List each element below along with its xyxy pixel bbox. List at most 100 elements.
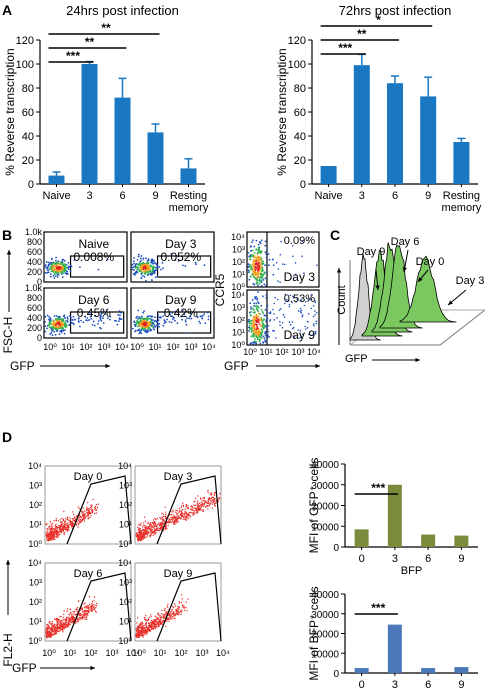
cell-dot (64, 272, 67, 274)
y-tick-label: 40000 (311, 460, 339, 471)
cell-dot (57, 625, 59, 627)
x-tick-label: 10² (166, 342, 179, 352)
gate-polygon (66, 475, 132, 545)
cell-dot (159, 522, 162, 524)
cell-dot (171, 615, 173, 617)
cell-dot (185, 519, 188, 521)
cell-dot (105, 309, 108, 311)
cell-dot (87, 516, 89, 518)
cell-dot (262, 318, 265, 321)
cell-dot (84, 510, 86, 512)
cell-dot (273, 313, 275, 315)
y-tick-label: 10⁴ (28, 558, 42, 568)
cell-dot (156, 618, 159, 621)
cell-dot (193, 510, 195, 512)
cell-dot (65, 526, 67, 529)
label-arrow-head (418, 277, 423, 282)
cell-dot (264, 340, 267, 343)
cell-dot (140, 328, 143, 330)
cell-dot (135, 628, 137, 630)
bar-1 (387, 624, 402, 673)
cell-dot (142, 262, 145, 265)
cell-dot (291, 301, 294, 304)
cell-dot (213, 504, 216, 506)
cell-dot (262, 279, 265, 281)
cell-dot (96, 506, 99, 509)
cell-dot (197, 508, 199, 510)
x-tick-label: 10⁴ (307, 347, 321, 357)
cell-dot (307, 313, 310, 315)
plot-label: Day 6 (78, 293, 110, 307)
cell-dot (256, 316, 259, 319)
cell-dot (51, 522, 54, 525)
cell-dot (255, 313, 258, 316)
cell-dot (248, 326, 250, 329)
cell-dot (197, 495, 199, 497)
cell-dot (258, 259, 260, 262)
cell-dot (281, 263, 284, 266)
cell-dot (168, 321, 171, 323)
cell-dot (63, 613, 65, 616)
cell-dot (138, 262, 141, 265)
cell-dot (49, 323, 52, 325)
y-tick-label: 60 (294, 107, 306, 119)
cell-dot (159, 614, 161, 617)
cell-dot (83, 518, 85, 521)
cell-dot (141, 269, 143, 272)
cell-dot (140, 630, 142, 632)
cell-dot (181, 309, 184, 312)
cell-dot (262, 335, 265, 338)
cell-dot (176, 520, 178, 522)
cell-dot (136, 631, 139, 633)
cell-dot (57, 520, 59, 522)
cell-dot (151, 621, 153, 623)
cell-dot (72, 518, 74, 520)
cell-dot (46, 627, 49, 629)
cell-dot (147, 267, 150, 269)
cell-dot (70, 321, 73, 324)
cell-dot (293, 279, 295, 282)
cell-dot (47, 540, 50, 542)
cell-dot (115, 320, 117, 322)
cell-dot (184, 513, 187, 515)
cell-dot (85, 509, 88, 512)
cell-dot (89, 516, 91, 519)
cell-dot (79, 266, 81, 268)
cell-dot (51, 623, 53, 625)
y-tick-label: 10³ (232, 303, 245, 313)
cell-dot (102, 317, 104, 319)
cell-dot (68, 624, 70, 626)
cell-dot (187, 512, 189, 515)
cell-dot (74, 614, 77, 616)
y-axis-label: % Reverse transcription (3, 48, 17, 175)
cell-dot (292, 326, 295, 329)
cell-dot (86, 607, 89, 609)
cell-dot (300, 335, 302, 338)
cell-dot (153, 328, 156, 331)
cell-dot (140, 271, 143, 274)
cell-dot (48, 533, 51, 535)
cell-dot (287, 300, 290, 302)
cell-dot (80, 614, 83, 616)
cell-dot (184, 321, 187, 323)
cell-dot (61, 523, 63, 525)
cell-dot (194, 504, 196, 507)
cell-dot (262, 295, 264, 298)
bar-0 (48, 175, 65, 184)
cell-dot (162, 513, 164, 515)
cell-dot (177, 614, 179, 616)
cell-dot (57, 526, 59, 529)
cell-dot (167, 603, 169, 605)
cell-dot (217, 500, 219, 503)
cell-dot (278, 309, 281, 311)
cell-dot (255, 295, 257, 298)
cell-dot (181, 515, 183, 518)
x-tick-label: 9 (458, 553, 464, 565)
cell-dot (195, 497, 197, 499)
cell-dot (59, 628, 61, 630)
cell-dot (45, 637, 48, 639)
cell-dot (136, 268, 139, 270)
cell-dot (185, 332, 188, 334)
cell-dot (70, 316, 72, 319)
